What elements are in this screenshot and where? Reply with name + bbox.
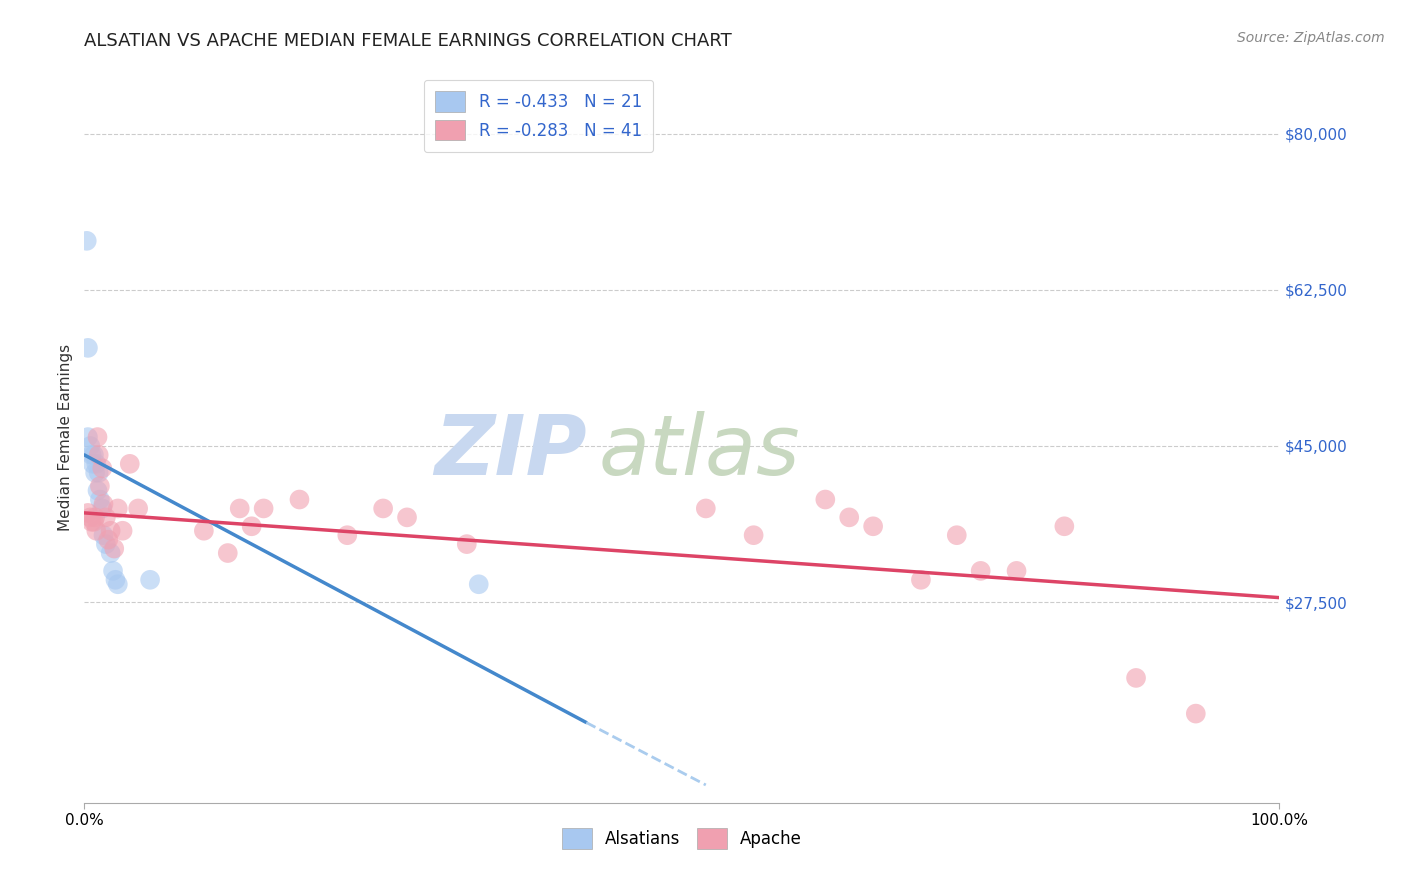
Text: ALSATIAN VS APACHE MEDIAN FEMALE EARNINGS CORRELATION CHART: ALSATIAN VS APACHE MEDIAN FEMALE EARNING… bbox=[84, 32, 733, 50]
Point bbox=[373, 501, 395, 516]
Point bbox=[253, 501, 276, 516]
Point bbox=[288, 492, 311, 507]
Point bbox=[336, 528, 359, 542]
Point bbox=[107, 501, 129, 516]
Point bbox=[742, 528, 765, 542]
Point bbox=[77, 506, 100, 520]
Point bbox=[94, 510, 117, 524]
Point bbox=[94, 537, 117, 551]
Point bbox=[838, 510, 860, 524]
Text: atlas: atlas bbox=[599, 411, 800, 492]
Point bbox=[83, 448, 105, 462]
Point bbox=[87, 466, 110, 480]
Point bbox=[695, 501, 717, 516]
Point bbox=[127, 501, 149, 516]
Point bbox=[862, 519, 884, 533]
Point bbox=[456, 537, 478, 551]
Point bbox=[240, 519, 263, 533]
Point bbox=[1005, 564, 1028, 578]
Point bbox=[396, 510, 419, 524]
Point bbox=[103, 541, 125, 556]
Point bbox=[86, 457, 108, 471]
Point bbox=[89, 479, 111, 493]
Point bbox=[79, 439, 101, 453]
Point bbox=[93, 497, 115, 511]
Point bbox=[229, 501, 252, 516]
Point bbox=[79, 510, 101, 524]
Point bbox=[86, 430, 108, 444]
Point bbox=[91, 461, 114, 475]
Point bbox=[111, 524, 134, 538]
Point bbox=[77, 341, 100, 355]
Point bbox=[814, 492, 837, 507]
Point bbox=[217, 546, 239, 560]
Point bbox=[101, 564, 124, 578]
Point bbox=[87, 448, 110, 462]
Point bbox=[193, 524, 215, 538]
Point bbox=[76, 234, 98, 248]
Point bbox=[82, 457, 104, 471]
Legend: Alsatians, Apache: Alsatians, Apache bbox=[550, 817, 814, 860]
Text: ZIP: ZIP bbox=[433, 411, 586, 492]
Point bbox=[86, 524, 108, 538]
Point bbox=[83, 515, 105, 529]
Point bbox=[80, 515, 103, 529]
Point bbox=[80, 448, 103, 462]
Point bbox=[84, 510, 107, 524]
Point bbox=[910, 573, 932, 587]
Point bbox=[77, 430, 100, 444]
Point bbox=[107, 577, 129, 591]
Point bbox=[1053, 519, 1076, 533]
Point bbox=[100, 546, 122, 560]
Point bbox=[93, 528, 115, 542]
Point bbox=[139, 573, 162, 587]
Point bbox=[970, 564, 993, 578]
Point bbox=[97, 533, 120, 547]
Text: Source: ZipAtlas.com: Source: ZipAtlas.com bbox=[1237, 31, 1385, 45]
Point bbox=[104, 573, 127, 587]
Point bbox=[89, 492, 111, 507]
Point bbox=[100, 524, 122, 538]
Point bbox=[84, 466, 107, 480]
Y-axis label: Median Female Earnings: Median Female Earnings bbox=[58, 343, 73, 531]
Point bbox=[1125, 671, 1147, 685]
Point bbox=[86, 483, 108, 498]
Point bbox=[946, 528, 969, 542]
Point bbox=[468, 577, 491, 591]
Point bbox=[118, 457, 141, 471]
Point bbox=[91, 501, 114, 516]
Point bbox=[1185, 706, 1208, 721]
